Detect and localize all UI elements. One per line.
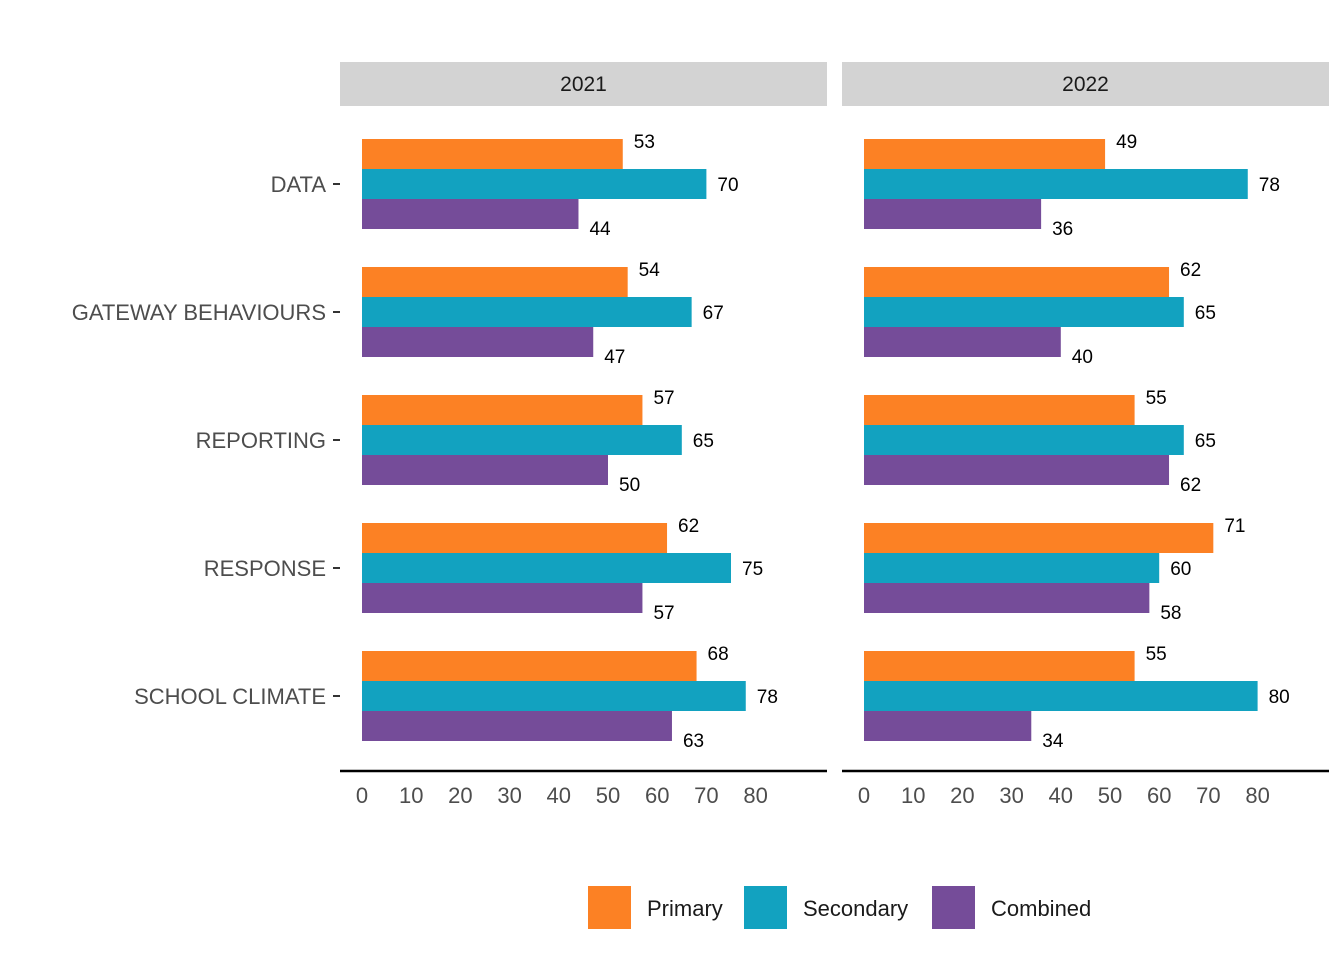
bar-combined-2022: [864, 583, 1150, 613]
bar-primary-2021: [362, 651, 697, 681]
bar-primary-2021: [362, 267, 628, 297]
bar-combined-2021: [362, 711, 672, 741]
data-label: 65: [1195, 303, 1216, 324]
category-label: GATEWAY BEHAVIOURS: [72, 300, 326, 325]
data-label: 55: [1146, 388, 1167, 409]
data-label: 62: [1180, 260, 1201, 281]
x-tick-label: 20: [448, 783, 472, 808]
bar-combined-2021: [362, 327, 594, 357]
legend-key-combined: [932, 886, 975, 929]
bar-combined-2022: [864, 711, 1032, 741]
x-tick-label: 20: [950, 783, 974, 808]
bar-secondary-2021: [362, 425, 682, 455]
facet-strip-2022: [842, 62, 1329, 106]
data-label: 75: [742, 559, 763, 580]
facet-label-2022: 2022: [1062, 73, 1109, 96]
data-label: 49: [1116, 132, 1137, 153]
data-label: 62: [1180, 475, 1201, 496]
data-label: 58: [1160, 603, 1181, 624]
legend-label-primary: Primary: [647, 896, 723, 921]
bar-combined-2021: [362, 455, 608, 485]
legend-label-secondary: Secondary: [803, 896, 908, 921]
bar-combined-2022: [864, 199, 1042, 229]
x-tick-label: 0: [858, 783, 870, 808]
data-label: 71: [1224, 516, 1245, 537]
legend-key-secondary: [744, 886, 787, 929]
x-tick-label: 10: [399, 783, 423, 808]
legend-label-combined: Combined: [991, 896, 1091, 921]
x-tick-label: 30: [497, 783, 521, 808]
data-label: 70: [717, 175, 738, 196]
bar-secondary-2021: [362, 297, 692, 327]
data-label: 78: [757, 687, 778, 708]
bar-primary-2022: [864, 139, 1106, 169]
x-tick-label: 60: [645, 783, 669, 808]
data-label: 36: [1052, 219, 1073, 240]
data-label: 57: [653, 388, 674, 409]
bar-primary-2021: [362, 523, 668, 553]
x-tick-label: 70: [694, 783, 718, 808]
bar-primary-2022: [864, 651, 1135, 681]
x-tick-label: 60: [1147, 783, 1171, 808]
category-label: RESPONSE: [204, 556, 326, 581]
x-tick-label: 80: [1245, 783, 1269, 808]
bar-combined-2022: [864, 455, 1170, 485]
data-label: 63: [683, 731, 704, 752]
data-label: 34: [1042, 731, 1064, 752]
facet-strip-2021: [340, 62, 827, 106]
bar-secondary-2021: [362, 681, 746, 711]
bar-secondary-2022: [864, 681, 1258, 711]
data-label: 78: [1259, 175, 1280, 196]
data-label: 53: [634, 132, 655, 153]
data-label: 67: [703, 303, 724, 324]
data-label: 55: [1146, 644, 1167, 665]
category-label: DATA: [271, 172, 327, 197]
bar-secondary-2021: [362, 553, 731, 583]
data-label: 50: [619, 475, 640, 496]
bar-primary-2021: [362, 395, 643, 425]
legend-key-primary: [588, 886, 631, 929]
x-tick-label: 50: [1098, 783, 1122, 808]
data-label: 62: [678, 516, 699, 537]
bar-secondary-2021: [362, 169, 707, 199]
data-label: 44: [589, 219, 611, 240]
x-tick-label: 40: [547, 783, 571, 808]
bar-secondary-2022: [864, 425, 1184, 455]
facet-label-2021: 2021: [560, 73, 607, 96]
data-label: 65: [693, 431, 714, 452]
data-label: 57: [653, 603, 674, 624]
data-label: 54: [639, 260, 661, 281]
data-label: 80: [1269, 687, 1290, 708]
bar-secondary-2022: [864, 169, 1248, 199]
x-tick-label: 70: [1196, 783, 1220, 808]
category-label: REPORTING: [196, 428, 326, 453]
bar-secondary-2022: [864, 553, 1160, 583]
bar-primary-2022: [864, 395, 1135, 425]
bar-combined-2021: [362, 583, 643, 613]
category-label: SCHOOL CLIMATE: [134, 684, 326, 709]
data-label: 40: [1072, 347, 1093, 368]
x-tick-label: 30: [999, 783, 1023, 808]
data-label: 65: [1195, 431, 1216, 452]
data-label: 47: [604, 347, 625, 368]
bar-combined-2022: [864, 327, 1061, 357]
bar-secondary-2022: [864, 297, 1184, 327]
data-label: 68: [708, 644, 729, 665]
x-tick-label: 40: [1049, 783, 1073, 808]
x-tick-label: 80: [743, 783, 767, 808]
bar-primary-2021: [362, 139, 623, 169]
data-label: 60: [1170, 559, 1191, 580]
bar-combined-2021: [362, 199, 579, 229]
bar-primary-2022: [864, 267, 1170, 297]
x-tick-label: 0: [356, 783, 368, 808]
bar-primary-2022: [864, 523, 1214, 553]
x-tick-label: 50: [596, 783, 620, 808]
x-tick-label: 10: [901, 783, 925, 808]
